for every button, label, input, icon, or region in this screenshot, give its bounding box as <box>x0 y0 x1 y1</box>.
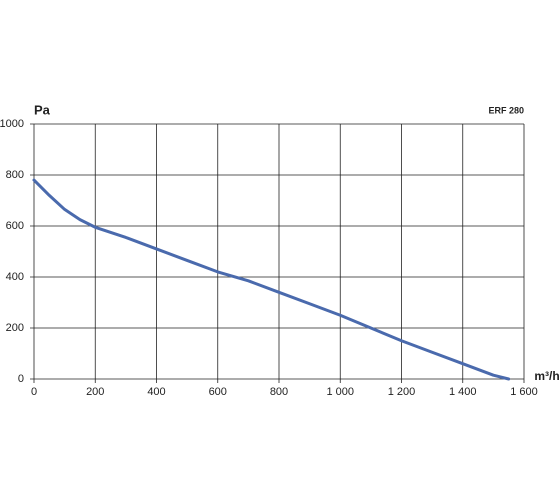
x-axis-label: m³/h <box>534 369 559 383</box>
chart-title: ERF 280 <box>488 105 524 115</box>
y-tick-label: 1000 <box>0 118 24 130</box>
x-tick-label: 400 <box>147 386 165 398</box>
y-tick-label: 0 <box>18 373 24 385</box>
x-tick-label: 800 <box>270 386 288 398</box>
y-tick-label: 600 <box>6 220 24 232</box>
series-line <box>32 178 511 381</box>
x-tick-label: 0 <box>31 386 37 398</box>
x-tick-label: 600 <box>209 386 227 398</box>
y-tick-label: 200 <box>6 322 24 334</box>
x-tick-label: 1 400 <box>449 386 477 398</box>
y-tick-label: 400 <box>6 271 24 283</box>
y-axis-label: Pa <box>34 102 51 117</box>
y-tick-label: 800 <box>6 169 24 181</box>
x-tick-label: 1 200 <box>388 386 416 398</box>
x-tick-label: 200 <box>86 386 104 398</box>
x-tick-label: 1 000 <box>326 386 354 398</box>
x-tick-label: 1 600 <box>510 386 538 398</box>
